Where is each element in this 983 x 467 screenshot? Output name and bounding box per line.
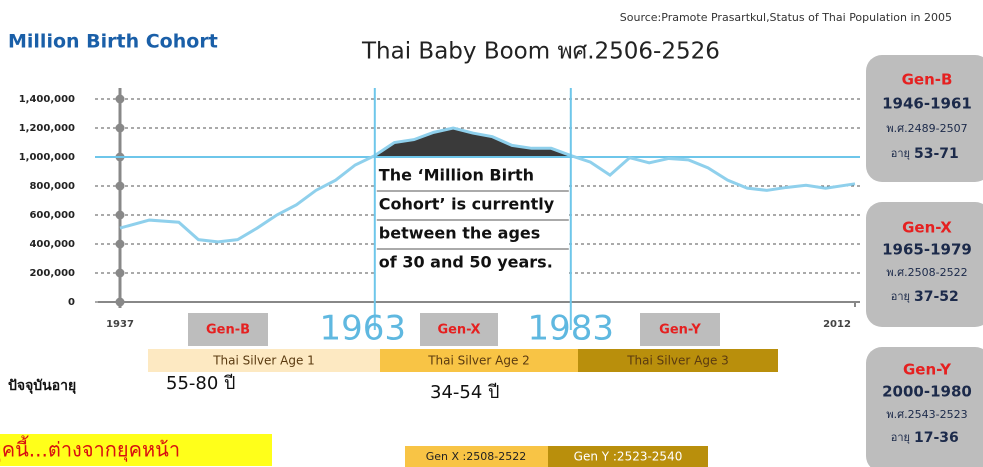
current-age-value: 34-54 ปี (430, 382, 499, 403)
card-title: Gen-X (902, 219, 952, 237)
silver-age-bar (148, 349, 380, 372)
range-box (405, 446, 548, 467)
gen-tag-box (188, 313, 268, 346)
current-age-value: 55-80 ปี (166, 373, 235, 394)
annotation: of 30 and 50 years. (379, 253, 553, 272)
card-thai-years: พ.ศ.2543-2523 (886, 408, 967, 421)
y-tick-mark (115, 94, 125, 104)
card-age: 37-52 (914, 289, 959, 305)
card-thai-years: พ.ศ.2508-2522 (886, 266, 967, 279)
y-tick-label: 1,400,000 (19, 94, 75, 105)
card-box (866, 202, 983, 327)
card: Gen-X 1965-1979 พ.ศ.2508-2522 อายุ 37-52 (866, 202, 983, 327)
card: Gen-Y 2000-1980 พ.ศ.2543-2523 อายุ 17-36 (866, 347, 983, 467)
y-tick-label: 1,200,000 (19, 123, 75, 134)
card-years: 2000-1980 (882, 383, 972, 401)
silver-age-bar (380, 349, 578, 372)
y-tick-label: 0 (68, 297, 75, 308)
y-tick-mark (115, 181, 125, 191)
y-tick-mark (115, 123, 125, 133)
gen-tag-box (640, 313, 720, 346)
annotation-box (376, 160, 569, 278)
banner-box (0, 434, 272, 466)
annotation: Cohort’ is currently (379, 195, 555, 214)
gen-tag: Gen-B (206, 323, 250, 338)
current-age-label: ปัจจุบันอายุ (8, 378, 76, 394)
y-tick-mark (115, 239, 125, 249)
silver-age-label: Thai Silver Age 2 (427, 354, 530, 368)
banner: ยุคนี้...ต่างจากยุคหน้า (0, 436, 180, 463)
line (119, 126, 856, 244)
card: Gen-B 1946-1961 พ.ศ.2489-2507 อายุ 53-71 (866, 55, 983, 182)
card-title: Gen-Y (903, 361, 952, 379)
card-age-label: อายุ (891, 147, 910, 160)
heading: Million Birth Cohort (8, 31, 218, 53)
card-age: 53-71 (914, 146, 959, 162)
gen-tag: Gen-Y (659, 323, 701, 338)
card-box (866, 347, 983, 467)
source: Source:Pramote Prasartkul,Status of Thai… (620, 11, 952, 24)
card-thai-years: พ.ศ.2489-2507 (886, 122, 967, 135)
card-years: 1965-1979 (882, 241, 972, 259)
card-age: 17-36 (914, 430, 959, 446)
card-age-label: อายุ (891, 431, 910, 444)
x-tick-label: 2012 (823, 319, 851, 330)
range-box (548, 446, 708, 467)
range-label: Gen Y :2523-2540 (574, 450, 683, 464)
silver-age-label: Thai Silver Age 3 (626, 354, 729, 368)
y-tick-mark (115, 210, 125, 220)
card-box (866, 55, 983, 182)
card-age-label: อายุ (891, 290, 910, 303)
boom-year-label: 1983 (528, 309, 615, 349)
gen-tag-box (420, 313, 498, 346)
y-tick-label: 1,000,000 (19, 152, 75, 163)
silver-age-bar (578, 349, 778, 372)
y-tick-mark (115, 268, 125, 278)
boom-area (374, 128, 571, 157)
annotation: between the ages (379, 224, 540, 243)
card-years: 1946-1961 (882, 95, 972, 113)
annotation: The ‘Million Birth (379, 166, 534, 185)
boom-year-label: 1963 (320, 309, 407, 349)
x-tick-label: 1937 (106, 319, 134, 330)
chart-title: Thai Baby Boom พศ.2506-2526 (361, 39, 720, 65)
card-title: Gen-B (902, 71, 953, 89)
gen-tag: Gen-X (437, 323, 480, 338)
range-label: Gen X :2508-2522 (426, 450, 526, 463)
y-tick-label: 400,000 (29, 239, 75, 250)
y-tick-label: 800,000 (29, 181, 75, 192)
y-tick-label: 600,000 (29, 210, 75, 221)
y-tick-label: 200,000 (29, 268, 75, 279)
silver-age-label: Thai Silver Age 1 (212, 354, 315, 368)
